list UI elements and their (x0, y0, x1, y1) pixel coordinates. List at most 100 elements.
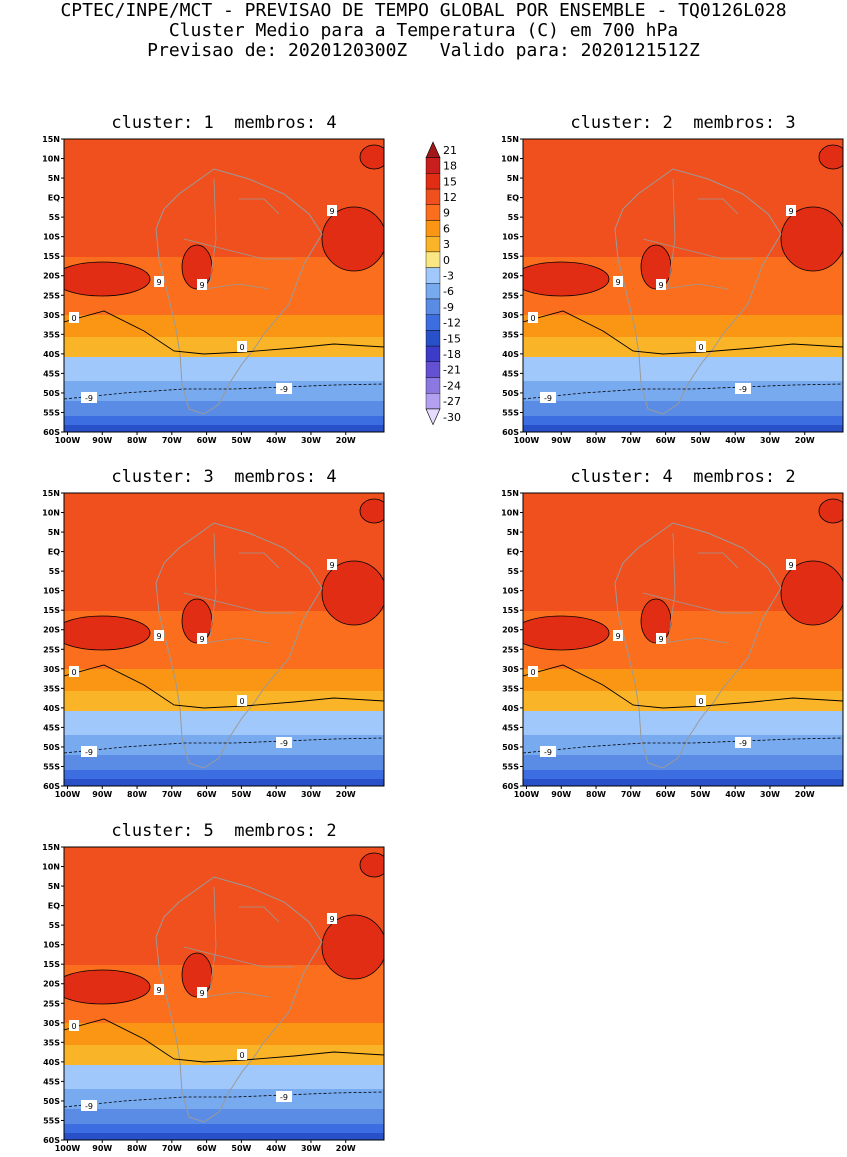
map-panel-cluster-2: 9 9 9 0 0 -9 -9 15N 10N 5N EQ 5S 10S 15S 20S 25S 30S 35S 4… (501, 135, 844, 445)
panel-title-2: cluster: 2 membros: 3 (570, 113, 796, 133)
contour-label: -9 (739, 385, 747, 394)
contour-label: 0 (530, 668, 535, 677)
lon-label: 100W (514, 790, 540, 799)
colorbar-swatch (425, 251, 441, 268)
country-border (239, 198, 280, 215)
colorbar-swatch (425, 377, 441, 394)
contour-label: -9 (85, 394, 93, 403)
country-border (239, 552, 280, 569)
temperature-band (64, 779, 384, 786)
lat-label: 10N (42, 155, 60, 164)
lat-label: 30S (43, 665, 60, 674)
contour-label: 9 (199, 635, 204, 644)
lon-label: 100W (55, 790, 81, 799)
contour-label-bg (197, 279, 207, 290)
warm-region (523, 615, 610, 651)
lon-label: 90W (92, 1144, 112, 1153)
lon-label: 100W (514, 436, 540, 445)
contour-label: -9 (544, 394, 552, 403)
contour-label: 0 (71, 314, 76, 323)
temperature-band (64, 1023, 384, 1045)
map-frame (63, 138, 385, 433)
lat-label: 25S (43, 291, 60, 300)
contour-label-bg (528, 312, 538, 323)
colorbar-label: -3 (443, 269, 454, 282)
lon-label: 60W (197, 1144, 217, 1153)
temperature-band (64, 691, 384, 711)
country-border (203, 991, 270, 998)
colorbar-swatch (425, 314, 441, 331)
country-border (662, 637, 729, 644)
lat-label: 50S (43, 389, 60, 398)
lat-label: 55S (43, 762, 60, 771)
contour-label: 0 (71, 1022, 76, 1031)
lat-label: 5N (48, 528, 60, 537)
lat-label: 20S (43, 980, 60, 989)
lat-label: 40S (43, 1058, 60, 1067)
lon-label: 90W (551, 790, 571, 799)
country-border (208, 886, 217, 998)
map-panel-cluster-4: 9 9 9 0 0 -9 -9 15N 10N 5N EQ 5S 10S 15S 20S 25S 30S 35S 4… (501, 489, 844, 799)
minus-nine-isotherm (64, 1091, 384, 1108)
contour-label-bg (735, 737, 751, 748)
contour-label-bg (528, 666, 538, 677)
country-border (208, 532, 217, 644)
contour-label-bg (154, 984, 164, 995)
colorbar-swatch (425, 235, 441, 253)
lat-label: EQ (507, 194, 519, 203)
lat-label: 5S (49, 921, 61, 930)
lon-label: 50W (231, 436, 251, 445)
lat-label: 40S (502, 704, 519, 713)
lat-label: 35S (43, 1038, 60, 1047)
lat-label: 15S (502, 606, 519, 615)
lon-label: 20W (795, 436, 815, 445)
lon-label: 80W (127, 1144, 147, 1153)
colorbar-label: -15 (443, 332, 461, 345)
warm-region (359, 144, 384, 170)
contour-label: 9 (329, 561, 334, 570)
zero-isotherm (64, 1018, 384, 1063)
lat-label: 55S (43, 1116, 60, 1125)
lat-label: 25S (502, 291, 519, 300)
lat-label: 10S (43, 233, 60, 242)
contour-label: 9 (156, 986, 161, 995)
figure-subtitle: Cluster Medio para a Temperatura (C) em … (168, 20, 679, 41)
map-frame (63, 846, 385, 1141)
map-panel-cluster-3: 9 9 9 0 0 -9 -9 15N 10N 5N EQ 5S 10S 15S 20S 25S 30S 35S 4… (42, 489, 385, 799)
map-frame (522, 138, 844, 433)
lat-label: 15S (43, 960, 60, 969)
colorbar-swatch (425, 345, 441, 363)
colorbar-swatch (425, 173, 441, 190)
lat-label: 55S (502, 408, 519, 417)
temperature-band (64, 401, 384, 416)
contour-label-bg (81, 1100, 97, 1111)
temperature-band (523, 416, 843, 425)
contour-label-bg (786, 205, 796, 216)
contour-label-bg (276, 1091, 292, 1102)
country-border (667, 178, 676, 290)
lon-label: 20W (336, 790, 356, 799)
lon-label: 70W (162, 790, 182, 799)
contour-label: 0 (698, 343, 703, 352)
temperature-band (523, 779, 843, 786)
temperature-band (64, 381, 384, 401)
lon-label: 40W (266, 1144, 286, 1153)
lat-label: 5S (49, 567, 61, 576)
lat-label: 15N (42, 489, 60, 498)
colorbar-label: -21 (443, 364, 461, 377)
contour-label-bg (197, 633, 207, 644)
warm-region (818, 498, 843, 524)
warm-region (64, 969, 151, 1005)
lat-label: 60S (502, 782, 519, 791)
contour-label-bg (696, 695, 706, 706)
minus-nine-isotherm (64, 737, 384, 754)
lat-label: 30S (502, 311, 519, 320)
lat-label: 5N (507, 174, 519, 183)
lat-label: 55S (502, 762, 519, 771)
contour-label: 9 (658, 281, 663, 290)
contour-label-bg (237, 1049, 247, 1060)
lat-label: 10S (502, 587, 519, 596)
contour-label: 9 (788, 207, 793, 216)
lon-label: 20W (336, 436, 356, 445)
lat-label: 10S (43, 941, 60, 950)
